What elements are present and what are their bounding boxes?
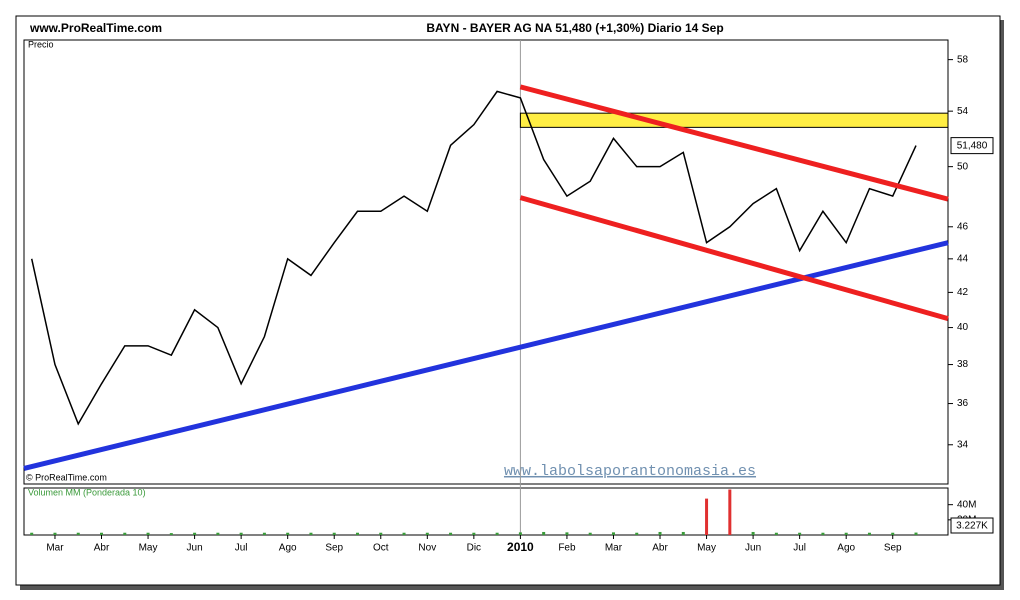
volume-bar xyxy=(355,532,359,535)
y-tick-label: 34 xyxy=(957,439,969,450)
x-tick-label: Sep xyxy=(884,543,902,554)
volume-bar xyxy=(262,532,266,535)
y-tick-label: 36 xyxy=(957,398,969,409)
volume-bar xyxy=(123,532,127,535)
x-tick-label: 2010 xyxy=(507,540,534,554)
watermark: www.labolsaporantonomasia.es xyxy=(504,463,756,480)
volume-bar xyxy=(402,532,406,535)
trendline xyxy=(23,240,949,471)
volume-bar xyxy=(332,532,336,535)
volume-bar xyxy=(146,532,150,535)
resistance-zone xyxy=(519,112,949,128)
volume-bar xyxy=(891,532,895,535)
x-tick-label: Oct xyxy=(373,543,389,554)
y-tick-label: 44 xyxy=(957,253,969,264)
x-tick-label: May xyxy=(697,543,716,554)
volume-bar xyxy=(53,532,57,535)
volume-bar xyxy=(100,532,104,535)
volume-bar xyxy=(821,532,825,535)
y-tick-label: 38 xyxy=(957,359,969,370)
volume-bar xyxy=(472,532,476,535)
volume-bar xyxy=(449,532,453,535)
x-tick-label: Jun xyxy=(745,543,761,554)
volume-bar xyxy=(425,532,429,535)
x-tick-label: Jul xyxy=(235,543,248,554)
x-tick-label: Sep xyxy=(325,543,343,554)
y-tick-label: 46 xyxy=(957,221,969,232)
chart-title: BAYN - BAYER AG NA 51,480 (+1,30%) Diari… xyxy=(426,21,723,35)
volume-bar xyxy=(309,532,313,535)
volume-bar xyxy=(798,532,802,535)
y-tick-label: 42 xyxy=(957,287,969,298)
volume-bar xyxy=(774,532,778,535)
volume-bar xyxy=(914,532,918,535)
volume-bar xyxy=(635,532,639,535)
volume-bar xyxy=(751,531,755,535)
x-tick-label: Jul xyxy=(793,543,806,554)
last-price-box xyxy=(950,137,994,155)
volume-title: Volumen MM (Ponderada 10) xyxy=(28,487,146,497)
volume-bar xyxy=(239,532,243,535)
x-tick-label: Mar xyxy=(605,543,623,554)
last-price-label: 51,480 xyxy=(957,140,988,151)
volume-bar xyxy=(169,533,173,535)
x-tick-label: Ago xyxy=(837,543,855,554)
copyright: © ProRealTime.com xyxy=(26,472,107,482)
x-tick-label: Mar xyxy=(46,543,64,554)
volume-bar xyxy=(518,532,522,535)
volume-bar xyxy=(76,532,80,535)
volume-bar xyxy=(286,532,290,535)
volume-bar xyxy=(193,532,197,535)
volume-bar xyxy=(611,532,615,535)
y-tick-label: 58 xyxy=(957,54,969,65)
price-line xyxy=(30,90,917,426)
x-tick-label: Feb xyxy=(558,543,576,554)
volume-bar xyxy=(728,489,732,535)
volume-bar xyxy=(588,532,592,535)
volume-bar xyxy=(705,498,709,535)
volume-panel xyxy=(23,487,949,536)
volume-bar xyxy=(495,532,499,535)
volume-bar xyxy=(658,531,662,535)
y-tick-label: 40 xyxy=(957,322,969,333)
trendline xyxy=(519,84,949,202)
volume-bar xyxy=(216,532,220,535)
trendline xyxy=(519,195,949,322)
x-tick-label: Abr xyxy=(652,543,668,554)
volume-bar xyxy=(30,532,34,535)
y-tick-label: 50 xyxy=(957,161,969,172)
volume-bar xyxy=(379,532,383,535)
volume-bar xyxy=(542,531,546,535)
x-tick-label: Abr xyxy=(94,543,110,554)
volume-bar xyxy=(565,532,569,535)
x-tick-label: May xyxy=(139,543,158,554)
x-tick-label: Jun xyxy=(187,543,203,554)
volume-bar xyxy=(844,532,848,535)
volume-bar xyxy=(681,531,685,535)
y-tick-label: 54 xyxy=(957,106,969,117)
x-tick-label: Ago xyxy=(279,543,297,554)
volume-tick-label: 40M xyxy=(957,499,976,510)
x-tick-label: Nov xyxy=(418,543,436,554)
volume-current-label: 3.227K xyxy=(956,521,988,532)
volume-current-box xyxy=(950,517,994,534)
site: www.ProRealTime.com xyxy=(29,21,162,35)
x-tick-label: Dic xyxy=(467,543,481,554)
price-label: Precio xyxy=(28,39,54,49)
volume-bar xyxy=(867,532,871,535)
